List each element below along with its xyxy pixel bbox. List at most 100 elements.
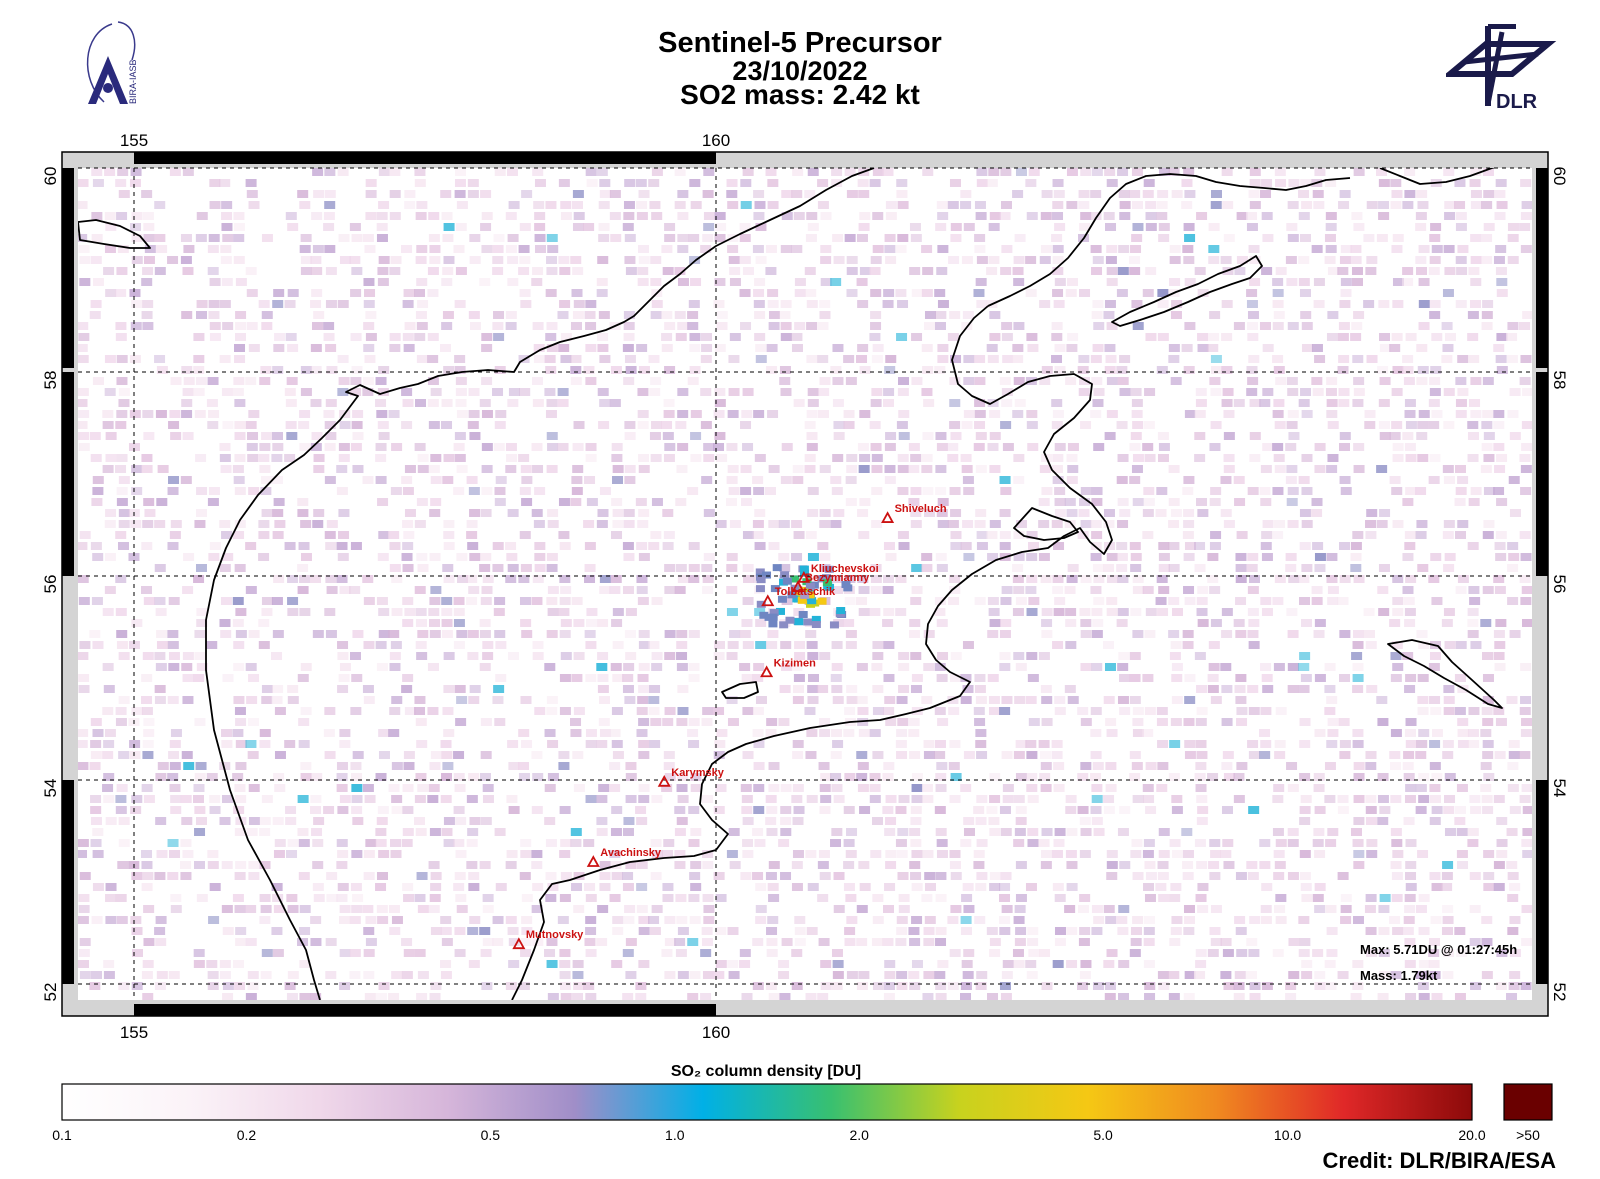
- so2-pixel: [505, 311, 517, 319]
- so2-pixel: [625, 861, 637, 869]
- so2-pixel: [792, 696, 804, 704]
- so2-pixel: [492, 245, 504, 253]
- so2-pixel: [544, 817, 556, 825]
- so2-pixel: [261, 685, 273, 693]
- so2-pixel: [779, 564, 791, 572]
- so2-pixel: [831, 179, 843, 187]
- so2-pixel: [897, 487, 909, 495]
- so2-pixel: [351, 850, 363, 858]
- so2-pixel: [1353, 223, 1365, 231]
- so2-pixel: [1051, 751, 1063, 759]
- so2-pixel: [1052, 641, 1064, 649]
- so2-pixel: [651, 795, 663, 803]
- so2-pixel: [1184, 278, 1196, 286]
- so2-pixel: [752, 938, 764, 946]
- so2-pixel: [830, 674, 842, 682]
- so2-pixel: [1430, 553, 1442, 561]
- so2-pixel: [414, 817, 426, 825]
- so2-pixel: [79, 971, 91, 979]
- so2-pixel: [454, 454, 466, 462]
- so2-pixel: [870, 399, 882, 407]
- so2-pixel: [560, 652, 572, 660]
- so2-pixel: [1119, 355, 1131, 363]
- info-mass: Mass: 1.79kt: [1360, 968, 1438, 983]
- so2-pixel: [259, 465, 271, 473]
- so2-pixel: [287, 289, 299, 297]
- so2-pixel: [1521, 784, 1532, 792]
- so2-pixel: [194, 773, 206, 781]
- so2-pixel: [1168, 168, 1180, 176]
- credit-text: Credit: DLR/BIRA/ESA: [1322, 1148, 1556, 1173]
- so2-pixel: [1470, 377, 1482, 385]
- so2-pixel: [909, 861, 921, 869]
- so2-pixel: [310, 993, 322, 1000]
- so2-pixel: [819, 872, 831, 880]
- so2-pixel: [455, 168, 467, 176]
- so2-pixel: [1469, 938, 1481, 946]
- so2-pixel: [1405, 784, 1417, 792]
- so2-pixel: [1249, 993, 1261, 1000]
- so2-pixel: [90, 751, 102, 759]
- so2-pixel: [898, 894, 910, 902]
- so2-pixel: [414, 795, 426, 803]
- so2-pixel: [937, 245, 949, 253]
- so2-pixel: [235, 322, 247, 330]
- so2-pixel: [768, 465, 780, 473]
- so2-pixel: [974, 377, 986, 385]
- so2-pixel: [622, 685, 634, 693]
- so2-pixel: [1379, 377, 1391, 385]
- so2-pixel: [378, 982, 390, 990]
- so2-pixel: [1015, 520, 1027, 528]
- so2-pixel: [1455, 487, 1467, 495]
- so2-pixel: [1353, 311, 1365, 319]
- so2-pixel: [1352, 960, 1364, 968]
- so2-pixel: [1326, 575, 1338, 583]
- so2-pixel: [221, 905, 233, 913]
- so2-pixel: [312, 630, 324, 638]
- so2-pixel: [806, 795, 818, 803]
- so2-pixel: [1182, 487, 1194, 495]
- so2-pixel: [846, 685, 858, 693]
- so2-pixel: [261, 696, 273, 704]
- so2-pixel: [193, 355, 205, 363]
- so2-pixel: [559, 674, 571, 682]
- so2-pixel: [936, 619, 948, 627]
- so2-pixel: [1236, 762, 1248, 770]
- so2-pixel: [1129, 751, 1141, 759]
- so2-pixel: [778, 553, 790, 561]
- so2-pixel: [1052, 267, 1064, 275]
- so2-pixel: [336, 487, 348, 495]
- so2-pixel: [882, 575, 894, 583]
- so2-pixel: [1236, 707, 1248, 715]
- so2-pixel: [442, 762, 454, 770]
- so2-pixel: [1051, 399, 1063, 407]
- so2-pixel: [259, 894, 271, 902]
- so2-pixel: [1340, 894, 1352, 902]
- so2-pixel: [1090, 586, 1102, 594]
- so2-pixel: [675, 894, 687, 902]
- so2-pixel: [284, 982, 296, 990]
- so2-plume-pixel: [811, 621, 821, 629]
- so2-pixel: [440, 916, 452, 924]
- so2-pixel: [1404, 168, 1416, 176]
- so2-pixel: [1001, 971, 1013, 979]
- colorbar-tick-label: 10.0: [1274, 1127, 1301, 1143]
- so2-pixel: [807, 696, 819, 704]
- so2-pixel: [1012, 608, 1024, 616]
- so2-pixel: [1145, 333, 1157, 341]
- so2-pixel: [1248, 355, 1260, 363]
- so2-pixel: [1274, 861, 1286, 869]
- so2-pixel: [495, 674, 507, 682]
- so2-pixel: [558, 256, 570, 264]
- so2-pixel: [1288, 432, 1300, 440]
- so2-pixel: [1403, 751, 1415, 759]
- so2-pixel: [1026, 608, 1038, 616]
- so2-pixel: [1223, 982, 1235, 990]
- so2-pixel: [168, 597, 180, 605]
- so2-pixel: [794, 652, 806, 660]
- so2-pixel: [688, 839, 700, 847]
- so2-pixel: [1430, 223, 1442, 231]
- so2-pixel: [287, 575, 299, 583]
- so2-pixel: [753, 663, 765, 671]
- so2-pixel: [844, 597, 856, 605]
